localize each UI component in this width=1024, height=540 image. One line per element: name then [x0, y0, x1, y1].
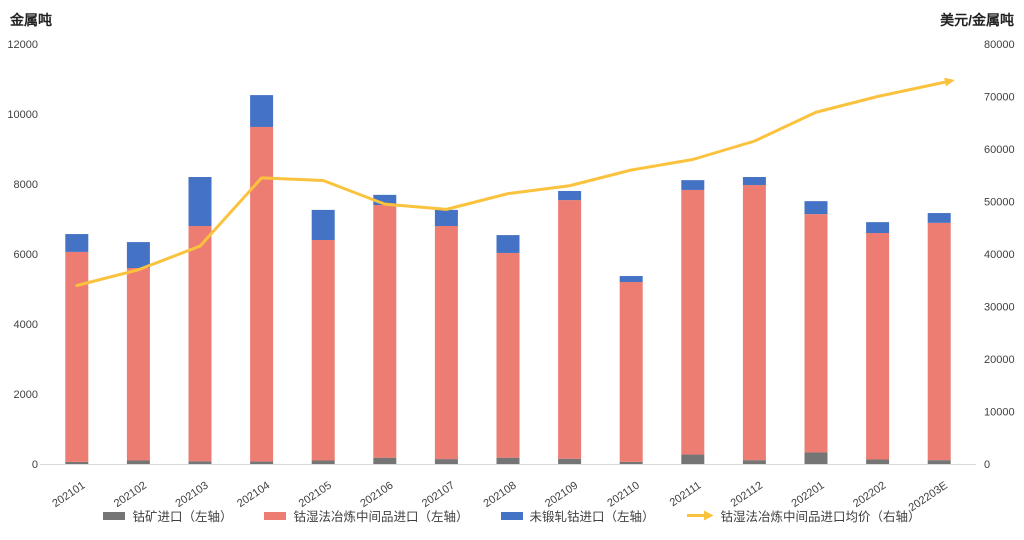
right-axis-tick-label: 60000: [984, 144, 1015, 156]
bar-segment: [373, 194, 397, 205]
bar-segment: [804, 452, 828, 464]
legend-swatch-icon: [500, 511, 523, 520]
bar-segment: [866, 222, 890, 233]
right-axis-tick-label: 10000: [984, 407, 1015, 419]
bar-segment: [434, 459, 458, 464]
bar-segment: [866, 233, 890, 460]
bar-segment: [558, 458, 582, 464]
bar-segment: [927, 222, 951, 461]
bar-segment: [250, 95, 274, 127]
bar-segment: [804, 201, 828, 215]
bar-segment: [496, 235, 520, 253]
bar-segment: [188, 461, 212, 464]
left-axis-tick-label: 4000: [14, 319, 38, 331]
left-axis-tick-label: 12000: [7, 39, 38, 51]
bar-segment: [126, 268, 150, 461]
bar-segment: [126, 242, 150, 268]
bar-segment: [434, 209, 458, 226]
right-axis-tick-label: 30000: [984, 302, 1015, 314]
bar-segment: [250, 126, 274, 462]
legend-arrow-icon: [686, 510, 714, 521]
bar-segment: [619, 461, 643, 464]
bar-segment: [927, 213, 951, 223]
bar-segment: [742, 185, 766, 461]
bar-segment: [188, 177, 212, 226]
legend-label: 未锻轧钴进口（左轴）: [529, 510, 655, 524]
right-axis-tick-label: 40000: [984, 249, 1015, 261]
legend-label: 钴矿进口（左轴）: [132, 510, 233, 524]
bar-segment: [373, 205, 397, 458]
bar-segment: [65, 251, 89, 462]
left-axis-tick-label: 2000: [14, 389, 38, 401]
left-axis-tick-label: 6000: [14, 249, 38, 261]
bar-segment: [681, 454, 705, 464]
left-axis-tick-label: 0: [32, 459, 38, 471]
bar-segment: [373, 457, 397, 464]
bar-segment: [311, 460, 335, 464]
bar-segment: [65, 461, 89, 464]
bar-segment: [619, 282, 643, 462]
price-line: [75, 77, 955, 287]
x-axis-tick-label: 202111: [668, 480, 704, 510]
left-axis-tick-label: 10000: [7, 109, 38, 121]
bar-segment: [188, 226, 212, 462]
bar-segment: [126, 460, 150, 464]
bar-segment: [558, 200, 582, 459]
bar-segment: [558, 191, 582, 201]
bar-segment: [619, 276, 643, 282]
legend-item: 钴湿法冶炼中间品进口（左轴）: [264, 506, 469, 525]
legend-swatch-icon: [264, 511, 287, 520]
legend-item: 未锻轧钴进口（左轴）: [500, 506, 655, 525]
bar-segment: [927, 460, 951, 464]
legend-swatch-icon: [103, 511, 126, 520]
bar-segment: [742, 177, 766, 186]
bar-segment: [496, 457, 520, 464]
legend: 钴矿进口（左轴） 钴湿法冶炼中间品进口（左轴） 未锻轧钴进口（左轴） 钴湿法冶炼中间品…: [0, 506, 1024, 525]
right-axis-tick-label: 80000: [984, 39, 1015, 51]
bar-segment: [681, 180, 705, 190]
legend-label: 钴湿法冶炼中间品进口（左轴）: [293, 510, 469, 524]
right-axis-title: 美元/金属吨: [940, 12, 1014, 28]
bar-segment: [804, 214, 828, 453]
legend-item: 钴湿法冶炼中间品进口均价（右轴）: [686, 506, 921, 525]
bar-segment: [434, 226, 458, 460]
bar-segment: [742, 460, 766, 464]
bar-segment: [866, 459, 890, 464]
left-axis-title: 金属吨: [10, 12, 52, 28]
bar-segment: [311, 209, 335, 240]
legend-label: 钴湿法冶炼中间品进口均价（右轴）: [720, 510, 921, 524]
bar-segment: [311, 240, 335, 461]
bar-segment: [250, 461, 274, 464]
right-axis-tick-label: 70000: [984, 92, 1015, 104]
bar-segment: [681, 189, 705, 455]
bar-segment: [496, 252, 520, 458]
bar-segment: [65, 234, 89, 252]
right-axis-tick-label: 0: [984, 459, 990, 471]
left-axis-tick-label: 8000: [14, 179, 38, 191]
right-axis-tick-label: 20000: [984, 354, 1015, 366]
right-axis-tick-label: 50000: [984, 197, 1015, 209]
legend-item: 钴矿进口（左轴）: [103, 506, 232, 525]
